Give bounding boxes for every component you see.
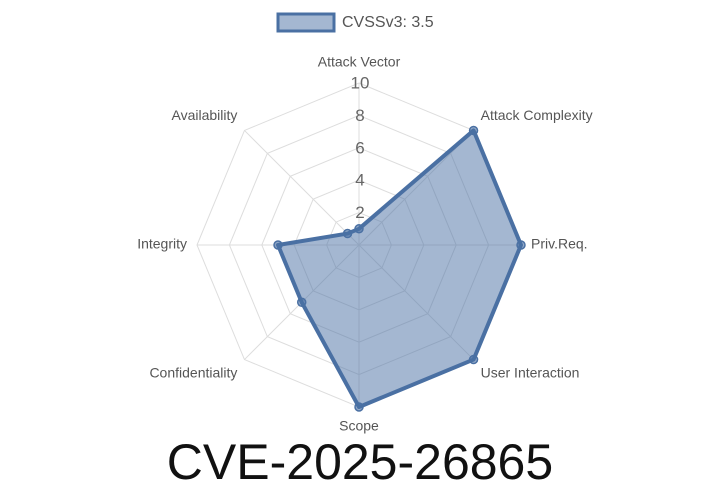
chart-title: CVE-2025-26865: [167, 434, 553, 490]
axis-label: Attack Complexity: [481, 107, 593, 123]
data-point: [296, 297, 307, 308]
tick-label: 10: [351, 73, 370, 92]
data-point: [354, 402, 364, 412]
data-point: [354, 224, 364, 234]
axis-label: Attack Vector: [318, 54, 401, 70]
legend-swatch: [276, 12, 336, 33]
data-point: [468, 125, 479, 136]
tick-label: 4: [355, 171, 364, 190]
axis-label: Scope: [339, 418, 379, 434]
data-point: [468, 354, 479, 365]
tick-label: 8: [355, 106, 364, 125]
data-point: [342, 228, 353, 239]
axis-label: Confidentiality: [149, 364, 237, 380]
axis-label: Priv.Req.: [531, 236, 588, 252]
grid-spoke: [244, 130, 360, 246]
axis-label: Integrity: [137, 236, 187, 252]
tick-label: 2: [355, 203, 364, 222]
axis-label: Availability: [171, 107, 237, 123]
data-point: [273, 240, 283, 250]
legend-label: CVSSv3: 3.5: [342, 14, 434, 31]
data-point: [516, 240, 526, 250]
tick-label: 6: [355, 138, 364, 157]
axis-label: User Interaction: [481, 364, 580, 380]
